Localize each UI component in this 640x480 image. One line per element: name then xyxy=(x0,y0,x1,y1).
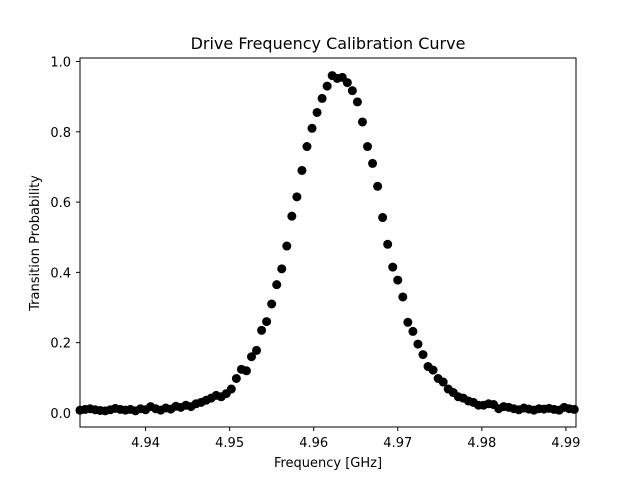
x-tick-label: 4.94 xyxy=(131,436,160,451)
chart-title: Drive Frequency Calibration Curve xyxy=(191,34,466,53)
data-point xyxy=(383,239,393,249)
data-point xyxy=(302,142,312,152)
data-point xyxy=(272,280,282,290)
data-point xyxy=(252,345,262,355)
x-tick-label: 4.95 xyxy=(215,436,244,451)
y-tick-label: 0.0 xyxy=(50,407,71,422)
data-point xyxy=(569,404,579,414)
data-series xyxy=(75,71,579,416)
x-tick-label: 4.96 xyxy=(299,436,328,451)
data-point xyxy=(388,262,398,272)
data-point xyxy=(357,117,367,127)
data-point xyxy=(347,86,357,96)
plot-area xyxy=(79,57,577,428)
data-point xyxy=(322,81,332,91)
data-point xyxy=(403,317,413,327)
data-point xyxy=(418,350,428,360)
data-point xyxy=(297,165,307,175)
x-tick-label: 4.99 xyxy=(551,436,580,451)
data-point xyxy=(378,213,388,223)
data-point xyxy=(312,107,322,117)
data-point xyxy=(317,93,327,103)
data-point xyxy=(231,374,241,384)
data-point xyxy=(408,326,418,336)
x-axis: 4.94 4.95 4.96 4.97 4.98 4.99 xyxy=(131,427,580,451)
data-point xyxy=(368,158,378,168)
data-point xyxy=(352,97,362,107)
y-tick-label: 0.2 xyxy=(50,337,71,352)
y-tick-label: 0.4 xyxy=(50,266,71,281)
data-point xyxy=(307,123,317,133)
data-point xyxy=(413,339,423,349)
data-point xyxy=(292,192,302,202)
data-point xyxy=(438,377,448,387)
data-point xyxy=(393,275,403,285)
data-point xyxy=(226,384,236,394)
data-point xyxy=(287,211,297,221)
x-axis-label: Frequency [GHz] xyxy=(274,456,382,471)
y-tick-label: 0.8 xyxy=(50,126,71,141)
x-tick-label: 4.98 xyxy=(467,436,496,451)
data-point xyxy=(342,78,352,88)
data-point xyxy=(398,292,408,302)
data-point xyxy=(363,142,373,152)
data-point xyxy=(241,366,251,376)
data-point xyxy=(246,352,256,362)
data-point xyxy=(373,181,383,191)
data-point xyxy=(262,317,272,327)
data-point xyxy=(257,325,267,335)
data-point xyxy=(277,264,287,274)
data-point xyxy=(267,299,277,309)
x-tick-label: 4.97 xyxy=(383,436,412,451)
y-tick-label: 0.6 xyxy=(50,196,71,211)
y-axis: 0.0 0.2 0.4 0.6 0.8 1.0 xyxy=(50,56,80,422)
plot-frame xyxy=(79,57,577,428)
y-axis-label: Transition Probability xyxy=(28,175,43,312)
y-tick-label: 1.0 xyxy=(50,56,71,71)
data-point xyxy=(282,241,292,251)
data-point xyxy=(428,365,438,375)
